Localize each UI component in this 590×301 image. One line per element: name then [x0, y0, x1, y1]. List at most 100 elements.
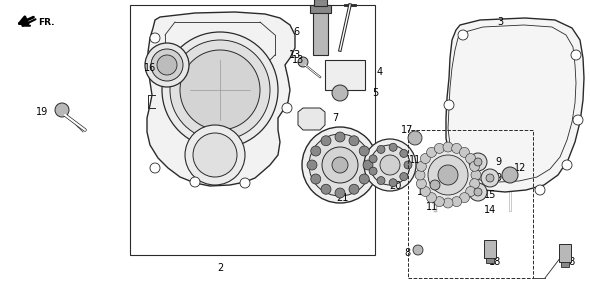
Circle shape [420, 186, 430, 197]
Bar [484, 240, 496, 258]
Polygon shape [147, 12, 295, 186]
Text: 13: 13 [292, 55, 304, 65]
Circle shape [157, 55, 177, 75]
Circle shape [469, 153, 487, 171]
Circle shape [427, 147, 437, 157]
Text: 17: 17 [401, 125, 413, 135]
Text: 5: 5 [372, 88, 378, 98]
Circle shape [377, 145, 385, 154]
Circle shape [466, 154, 476, 163]
Text: 14: 14 [484, 205, 496, 215]
Text: 18: 18 [489, 257, 501, 267]
Circle shape [467, 180, 477, 190]
Bar [561, 262, 569, 267]
Bar [130, 5, 375, 255]
Circle shape [332, 157, 348, 173]
Text: 6: 6 [293, 27, 299, 37]
Circle shape [55, 103, 69, 117]
Text: 16: 16 [144, 63, 156, 73]
Circle shape [466, 186, 476, 197]
Circle shape [452, 197, 461, 206]
Text: 18: 18 [564, 257, 576, 267]
Bar [310, 5, 331, 13]
Circle shape [486, 174, 494, 182]
Circle shape [193, 133, 237, 177]
Circle shape [470, 161, 480, 171]
Circle shape [170, 40, 270, 140]
Circle shape [417, 161, 427, 171]
Circle shape [434, 143, 444, 154]
Circle shape [322, 147, 358, 183]
Circle shape [151, 49, 183, 81]
Circle shape [321, 184, 331, 194]
Bar [408, 130, 533, 278]
Circle shape [377, 177, 385, 185]
Circle shape [417, 179, 427, 189]
Circle shape [302, 127, 378, 203]
Text: 2: 2 [217, 263, 223, 273]
Circle shape [420, 147, 476, 203]
Circle shape [471, 170, 481, 180]
Circle shape [349, 136, 359, 146]
Circle shape [562, 160, 572, 170]
Bar [314, 0, 327, 6]
Circle shape [180, 50, 260, 130]
Text: 4: 4 [377, 67, 383, 77]
Circle shape [190, 177, 200, 187]
Text: 13: 13 [289, 50, 301, 60]
Circle shape [369, 155, 377, 163]
Circle shape [458, 30, 468, 40]
Circle shape [298, 57, 308, 67]
Circle shape [444, 100, 454, 110]
Text: 11: 11 [449, 155, 461, 165]
Circle shape [481, 169, 499, 187]
Text: 3: 3 [497, 17, 503, 27]
Circle shape [364, 139, 416, 191]
Circle shape [430, 180, 440, 190]
Circle shape [145, 43, 189, 87]
Circle shape [150, 33, 160, 43]
Circle shape [185, 125, 245, 185]
Circle shape [162, 32, 278, 148]
Circle shape [502, 167, 518, 183]
Circle shape [427, 193, 437, 203]
Circle shape [460, 193, 470, 203]
Bar [325, 60, 365, 90]
Circle shape [400, 149, 408, 157]
Circle shape [332, 85, 348, 101]
Bar [559, 244, 571, 262]
Circle shape [571, 50, 581, 60]
Circle shape [469, 183, 487, 201]
Circle shape [460, 147, 470, 157]
Bar [486, 258, 494, 263]
Text: 9: 9 [495, 157, 501, 167]
Circle shape [443, 142, 453, 152]
Circle shape [359, 146, 369, 156]
Text: 7: 7 [332, 113, 338, 123]
Circle shape [335, 132, 345, 142]
Text: 11: 11 [426, 202, 438, 212]
Text: 20: 20 [389, 181, 401, 191]
Circle shape [380, 155, 400, 175]
Circle shape [349, 184, 359, 194]
Circle shape [408, 131, 422, 145]
Circle shape [573, 115, 583, 125]
Polygon shape [446, 18, 584, 192]
Circle shape [389, 179, 397, 187]
Circle shape [240, 178, 250, 188]
Circle shape [389, 143, 397, 151]
Text: 10: 10 [417, 187, 429, 197]
Text: FR.: FR. [38, 18, 54, 27]
Circle shape [311, 146, 321, 156]
Circle shape [369, 167, 377, 175]
Circle shape [404, 161, 412, 169]
Polygon shape [298, 108, 325, 130]
Text: 9: 9 [495, 173, 501, 183]
Text: 8: 8 [404, 248, 410, 258]
Circle shape [415, 170, 425, 180]
Circle shape [321, 136, 331, 146]
Circle shape [443, 198, 453, 208]
Text: 12: 12 [514, 163, 526, 173]
Circle shape [420, 154, 430, 163]
Text: 9: 9 [477, 190, 483, 200]
